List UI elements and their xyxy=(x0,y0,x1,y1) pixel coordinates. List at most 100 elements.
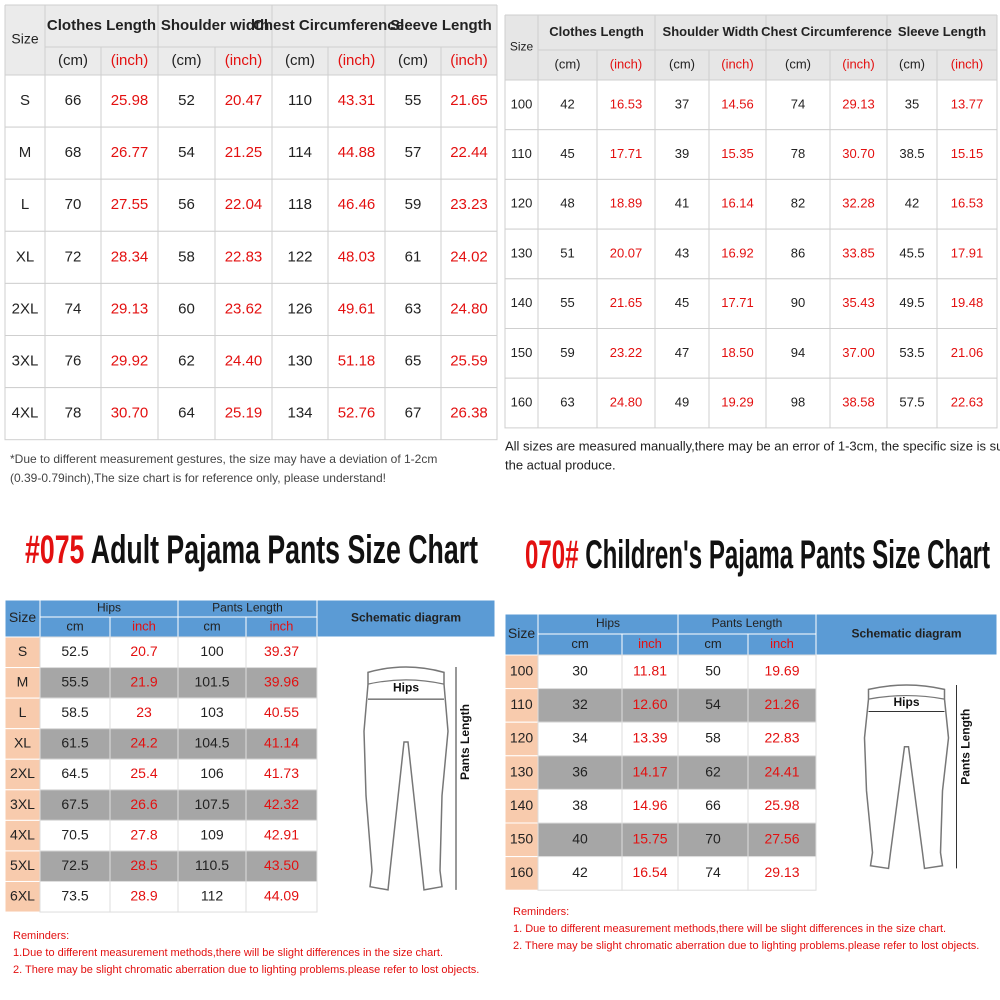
cell-text: 70 xyxy=(65,196,82,213)
cell-text: 24.41 xyxy=(764,763,799,779)
cell-text: 22.83 xyxy=(225,248,263,265)
cell xyxy=(621,856,679,891)
cell-text: 42 xyxy=(560,96,574,111)
cell-text: 20.7 xyxy=(130,643,157,659)
cell-text: M xyxy=(19,144,32,161)
cell xyxy=(177,850,247,882)
title-text: Children's Pajama Pants Size Chart xyxy=(579,533,990,577)
header-text: Size xyxy=(11,31,38,47)
cell-text: 15.15 xyxy=(951,146,984,161)
row-bg xyxy=(4,74,498,128)
cell xyxy=(537,822,623,858)
unit-text: cm xyxy=(704,636,721,651)
cell-text: 17.71 xyxy=(721,295,754,310)
cell-text: XL xyxy=(14,735,31,751)
cell xyxy=(621,822,679,858)
cell xyxy=(747,822,817,858)
cell-text: 13.39 xyxy=(632,730,667,746)
cell-text: 33.85 xyxy=(842,245,875,260)
cell-text: 134 xyxy=(287,405,312,422)
pants-outline xyxy=(363,666,449,891)
cell-text: 35 xyxy=(905,96,919,111)
row-bg xyxy=(4,230,498,284)
cell-text: 55 xyxy=(405,92,422,109)
cell-text: 122 xyxy=(287,248,312,265)
diagram-label: Pants Length xyxy=(458,704,472,780)
cell-text: 30.70 xyxy=(842,146,875,161)
cell-text: 5XL xyxy=(10,857,35,873)
cell-text: 140 xyxy=(510,797,534,813)
header-text: Schematic diagram xyxy=(851,627,961,641)
cell-text: 3XL xyxy=(12,353,39,370)
cell-text: 29.92 xyxy=(111,353,149,370)
unit-text: (cm) xyxy=(899,56,925,71)
cell-text: 126 xyxy=(287,300,312,317)
cell-text: 67.5 xyxy=(61,796,88,812)
cell-text: 103 xyxy=(200,704,224,720)
cell-text: 38.58 xyxy=(842,394,875,409)
cell-text: 26.77 xyxy=(111,144,149,161)
cell-text: 23 xyxy=(136,704,152,720)
cell-text: 21.65 xyxy=(450,92,488,109)
cell-text: 32.28 xyxy=(842,196,875,211)
cell xyxy=(177,728,247,760)
cell-text: 100 xyxy=(511,96,533,111)
cell-text: 17.71 xyxy=(610,146,643,161)
cell-text: 22.44 xyxy=(450,144,488,161)
cell-text: 100 xyxy=(510,663,534,679)
header-text: Chest Circumference xyxy=(761,24,892,39)
unit-text: (inch) xyxy=(225,52,263,69)
cell-text: 57.5 xyxy=(899,394,924,409)
cell xyxy=(177,697,247,730)
cell-text: 67 xyxy=(405,405,422,422)
cell-text: 24.80 xyxy=(450,300,488,317)
cell xyxy=(677,856,749,891)
waistband xyxy=(868,695,945,700)
row-bg xyxy=(504,79,998,131)
cell-text: 27.8 xyxy=(130,826,157,842)
cell-text: 27.56 xyxy=(764,831,799,847)
reminder-text: 2. There may be slight chromatic aberrat… xyxy=(513,940,979,952)
cell-text: 24.02 xyxy=(450,248,488,265)
header-bg xyxy=(316,599,496,638)
cell-text: 4XL xyxy=(10,826,35,842)
cell-text: 130 xyxy=(511,245,533,260)
cell-text: 72 xyxy=(65,248,82,265)
unit-text: inch xyxy=(270,618,294,633)
cell-text: 42.91 xyxy=(264,826,299,842)
size-cell xyxy=(504,788,539,824)
size-cell xyxy=(4,880,41,913)
chart-title: 070# Children's Pajama Pants Size Chart xyxy=(525,533,990,577)
cell xyxy=(177,789,247,821)
cell-text: 37 xyxy=(675,96,689,111)
cell-text: 16.14 xyxy=(721,196,754,211)
cell-text: 35.43 xyxy=(842,295,875,310)
cell-text: 62 xyxy=(178,353,195,370)
note-text: the actual produce. xyxy=(505,457,616,472)
chart-title: #075 Adult Pajama Pants Size Chart xyxy=(25,528,478,572)
header-text: Pants Length xyxy=(212,601,283,615)
unit-text: inch xyxy=(132,618,156,633)
cell-text: 52.76 xyxy=(338,405,376,422)
size-cell xyxy=(504,755,539,790)
cell-text: 27.55 xyxy=(111,196,149,213)
cell-text: 44.88 xyxy=(338,144,376,161)
cell-text: 12.60 xyxy=(632,696,667,712)
cell-text: 107.5 xyxy=(194,796,229,812)
cell-text: 66 xyxy=(65,92,82,109)
note-text: All sizes are measured manually,there ma… xyxy=(505,438,1000,453)
cell-text: 55.5 xyxy=(61,674,88,690)
cell-text: 40.55 xyxy=(264,704,299,720)
cell xyxy=(177,636,247,669)
cell-text: 25.98 xyxy=(111,92,149,109)
waistband xyxy=(367,679,445,685)
unit-text: (inch) xyxy=(111,52,149,69)
cell-text: 110 xyxy=(510,696,533,712)
cell-text: 49.61 xyxy=(338,300,376,317)
cell xyxy=(245,758,318,791)
cell-text: 51 xyxy=(560,245,574,260)
row-bg xyxy=(504,377,998,429)
cell-text: 36 xyxy=(572,763,588,779)
cell-text: 25.59 xyxy=(450,353,488,370)
cell-text: 63 xyxy=(405,300,422,317)
